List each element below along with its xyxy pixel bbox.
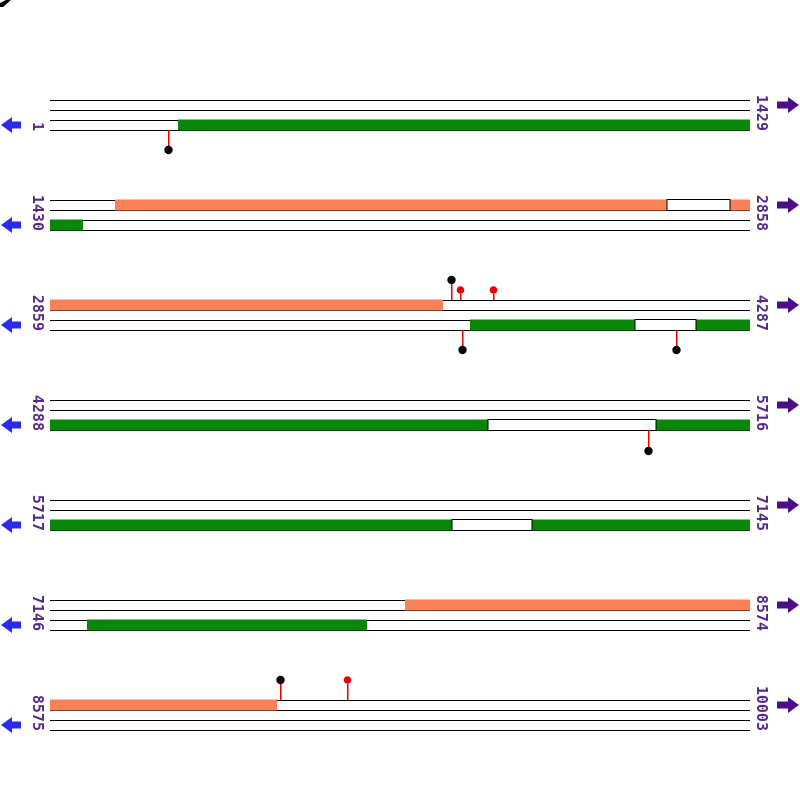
feature-segment bbox=[50, 219, 83, 231]
row-start-label: 1430 bbox=[29, 195, 47, 231]
scroll-right-arrow[interactable] bbox=[777, 97, 799, 113]
corner-artifact bbox=[0, 0, 11, 7]
sequence-row: 1 1429 bbox=[1, 95, 799, 155]
red-marker-dot bbox=[456, 286, 465, 294]
feature-segment bbox=[50, 419, 488, 431]
row-start-label: 2859 bbox=[29, 295, 47, 331]
scroll-left-arrow[interactable] bbox=[1, 217, 21, 233]
row-end-label: 2858 bbox=[753, 195, 771, 231]
scroll-left-arrow[interactable] bbox=[1, 717, 21, 733]
scroll-left-arrow[interactable] bbox=[1, 417, 21, 433]
black-marker-dot bbox=[458, 345, 467, 355]
scroll-right-arrow[interactable] bbox=[777, 597, 799, 613]
scroll-right-arrow[interactable] bbox=[777, 297, 799, 313]
feature-segment bbox=[115, 199, 667, 211]
row-end-label: 4287 bbox=[753, 295, 771, 331]
feature-gap bbox=[634, 319, 697, 331]
black-marker-dot bbox=[276, 675, 285, 685]
feature-gap bbox=[487, 419, 657, 431]
feature-segment bbox=[730, 199, 750, 211]
row-end-label: 8574 bbox=[753, 595, 771, 631]
black-marker-dot bbox=[447, 275, 456, 285]
sequence-row: 5717 7145 bbox=[1, 495, 799, 533]
sequence-row: 8575 10003 bbox=[1, 675, 799, 733]
row-end-label: 7145 bbox=[753, 495, 771, 531]
feature-segment bbox=[87, 619, 367, 631]
row-end-label: 5716 bbox=[753, 395, 771, 431]
black-marker-dot bbox=[164, 145, 173, 155]
sequence-row: 1430 2858 bbox=[1, 195, 799, 233]
black-marker-dot bbox=[672, 345, 681, 355]
feature-segment bbox=[50, 299, 443, 311]
sequence-row: 2859 4287 bbox=[1, 275, 799, 355]
scroll-left-arrow[interactable] bbox=[1, 617, 21, 633]
row-start-label: 8575 bbox=[29, 695, 47, 731]
row-start-label: 5717 bbox=[29, 495, 47, 531]
feature-segment bbox=[532, 519, 750, 531]
red-marker-dot bbox=[489, 286, 498, 294]
scroll-right-arrow[interactable] bbox=[777, 397, 799, 413]
feature-segment bbox=[470, 319, 635, 331]
scroll-left-arrow[interactable] bbox=[1, 317, 21, 333]
row-start-label: 4288 bbox=[29, 395, 47, 431]
feature-gap bbox=[451, 519, 533, 531]
scroll-right-arrow[interactable] bbox=[777, 197, 799, 213]
black-marker-dot bbox=[644, 446, 653, 456]
row-start-label: 7146 bbox=[29, 595, 47, 631]
sequence-row: 7146 8574 bbox=[1, 595, 799, 633]
feature-segment bbox=[405, 599, 750, 611]
red-marker-dot bbox=[343, 676, 352, 684]
row-end-label: 10003 bbox=[753, 686, 771, 731]
sequence-row: 4288 5716 bbox=[1, 395, 799, 456]
feature-segment bbox=[656, 419, 750, 431]
scroll-right-arrow[interactable] bbox=[777, 697, 799, 713]
row-start-label: 1 bbox=[29, 122, 47, 131]
scroll-left-arrow[interactable] bbox=[1, 517, 21, 533]
scroll-right-arrow[interactable] bbox=[777, 497, 799, 513]
feature-segment bbox=[178, 119, 750, 131]
feature-segment bbox=[50, 519, 452, 531]
feature-gap bbox=[666, 199, 731, 211]
feature-segment bbox=[50, 699, 277, 711]
row-end-label: 1429 bbox=[753, 95, 771, 131]
feature-segment bbox=[696, 319, 750, 331]
scroll-left-arrow[interactable] bbox=[1, 117, 21, 133]
